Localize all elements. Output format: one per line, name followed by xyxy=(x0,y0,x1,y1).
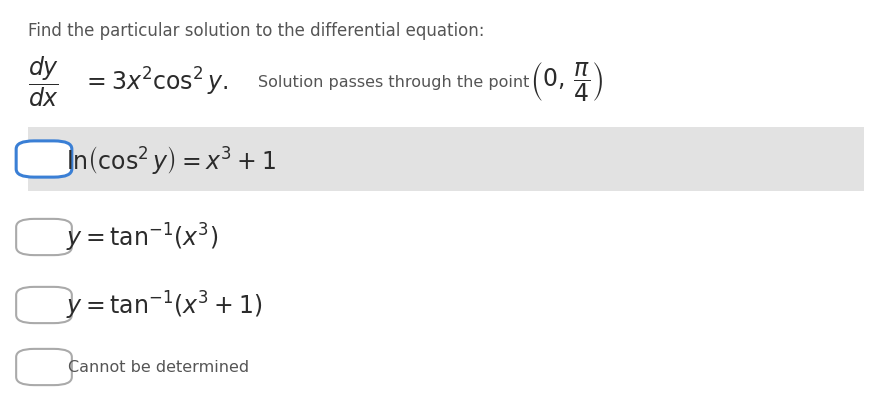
Text: Solution passes through the point: Solution passes through the point xyxy=(258,74,529,89)
FancyBboxPatch shape xyxy=(16,349,72,385)
FancyBboxPatch shape xyxy=(16,287,72,323)
Text: $\ln\!\left(\cos^2 y\right) = x^3 + 1$: $\ln\!\left(\cos^2 y\right) = x^3 + 1$ xyxy=(66,144,276,175)
Text: $y = \tan^{-1}\!\left(x^3 + 1\right)$: $y = \tan^{-1}\!\left(x^3 + 1\right)$ xyxy=(66,289,262,321)
FancyBboxPatch shape xyxy=(28,128,864,192)
Text: $\dfrac{dy}{dx}$: $\dfrac{dy}{dx}$ xyxy=(28,55,59,109)
FancyBboxPatch shape xyxy=(16,220,72,256)
Text: $= 3x^2\cos^2 y.$: $= 3x^2\cos^2 y.$ xyxy=(82,66,228,98)
Text: $y = \tan^{-1}\!\left(x^3\right)$: $y = \tan^{-1}\!\left(x^3\right)$ xyxy=(66,222,219,254)
Text: Cannot be determined: Cannot be determined xyxy=(68,360,249,375)
Text: Find the particular solution to the differential equation:: Find the particular solution to the diff… xyxy=(28,22,484,40)
FancyBboxPatch shape xyxy=(16,141,72,178)
Text: $\left(0,\,\dfrac{\pi}{4}\right)$: $\left(0,\,\dfrac{\pi}{4}\right)$ xyxy=(530,60,603,103)
